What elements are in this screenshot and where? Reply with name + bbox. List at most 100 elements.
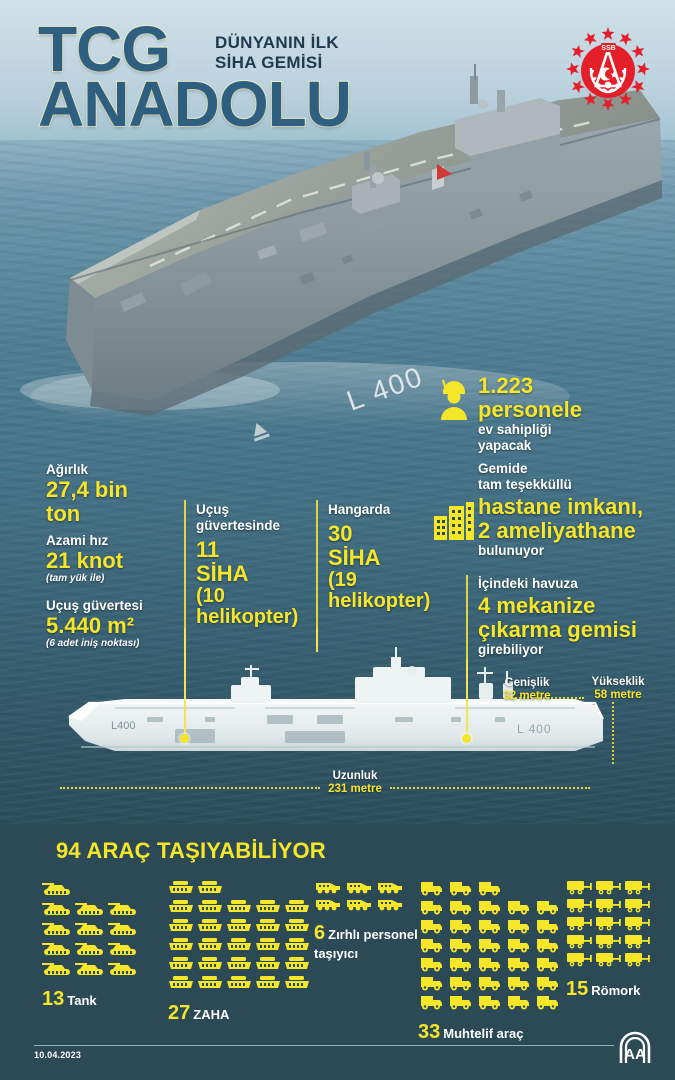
zaha-icon-row: [168, 899, 313, 915]
weight-value-1: 27,4 bin: [46, 477, 128, 503]
dimension-length: Uzunluk 231 metre: [300, 770, 410, 796]
trailer-icon: [595, 952, 621, 967]
divider-hangar-uav: [316, 500, 318, 628]
trailer-icon: [595, 934, 621, 949]
hospital-value-2: 2 ameliyathane: [478, 518, 636, 544]
ship-photo: L 400: [0, 60, 675, 450]
tank-icon: [75, 940, 105, 957]
hospital-label-1: Gemide: [478, 461, 528, 476]
vehicle-group-misc: 33 Muhtelif araç: [418, 880, 558, 1045]
truck-icon: [476, 880, 502, 896]
trailer-icon-row: [566, 934, 653, 949]
height-label: Yükseklik: [591, 676, 645, 688]
truck-icon: [505, 994, 531, 1010]
personnel-sub-1: ev sahipliği: [478, 421, 552, 437]
zaha-icon: [226, 956, 252, 972]
length-guide-right: [390, 787, 590, 789]
truck-icon-row: [418, 994, 563, 1010]
svg-text:AA: AA: [624, 1046, 646, 1063]
speed-label: Azami hız: [46, 533, 109, 548]
apc-icon: [345, 897, 373, 911]
zaha-icon: [255, 975, 281, 991]
ship-side-diagram: L400 L 400: [55, 647, 635, 785]
truck-icon-row: [418, 880, 563, 896]
subtitle: DÜNYANIN İLK SİHA GEMİSİ: [215, 33, 339, 73]
truck-icon: [505, 918, 531, 934]
truck-icon: [418, 994, 444, 1010]
zaha-icon: [168, 956, 194, 972]
zaha-icon: [197, 975, 223, 991]
stat-flight-deck: Uçuş güvertesi 5.440 m² (6 adet iniş nok…: [46, 598, 206, 649]
trailer-icon-grid: [566, 880, 653, 970]
truck-icon: [418, 880, 444, 896]
truck-icon: [534, 899, 560, 915]
truck-icon-row: [418, 956, 563, 972]
zaha-icon: [197, 918, 223, 934]
apc-icon: [314, 897, 342, 911]
hangaruav-label: Hangarda: [328, 502, 391, 517]
truck-icon: [447, 994, 473, 1010]
hangaruav-value-1: 30: [328, 521, 353, 547]
zaha-icon-row: [168, 937, 313, 953]
title-line-anadolu: ANADOLU: [37, 68, 353, 141]
length-label: Uzunluk: [332, 770, 378, 782]
zaha-icon-grid: [168, 880, 313, 994]
hospital-value-1: hastane imkanı,: [478, 494, 644, 520]
footer-date: 10.04.2023: [34, 1050, 82, 1060]
apc-icon: [376, 897, 404, 911]
trailer-icon: [566, 898, 592, 913]
zaha-icon: [168, 918, 194, 934]
callout-line-deck-uav: [184, 628, 186, 738]
trailer-icon-row: [566, 916, 653, 931]
tank-icon: [42, 940, 72, 957]
truck-icon: [447, 937, 473, 953]
deckuav-label-1: Uçuş: [196, 502, 230, 517]
truck-icon: [476, 899, 502, 915]
stat-hospital: Gemide tam teşekküllü hastane imkanı, 2 …: [478, 461, 673, 559]
truck-icon: [447, 899, 473, 915]
zaha-icon-row: [168, 880, 313, 896]
diagram-hull-right: L 400: [517, 722, 552, 736]
zaha-icon-row: [168, 918, 313, 934]
hangaruav-value-2: SİHA: [328, 544, 381, 570]
callout-line-landing-craft: [466, 659, 468, 738]
truck-icon: [534, 994, 560, 1010]
tank-icon-row: [42, 940, 141, 957]
length-value: 231 metre: [328, 783, 382, 796]
dimension-beam: Genişlik 32 metre: [482, 677, 572, 703]
zaha-icon: [226, 899, 252, 915]
apc-count: 6: [314, 922, 326, 944]
stat-landing-craft: İçindeki havuza 4 mekanize çıkarma gemis…: [478, 576, 668, 658]
page-title: TCG ANADOLU: [37, 16, 353, 141]
zaha-icon: [255, 956, 281, 972]
truck-icon: [476, 994, 502, 1010]
landingcraft-label: İçindeki havuza: [478, 576, 578, 591]
vehicle-group-zaha: 27 ZAHA: [168, 880, 309, 1026]
trailer-icon: [595, 916, 621, 931]
zaha-icon: [168, 880, 194, 896]
truck-icon: [476, 956, 502, 972]
truck-icon: [418, 956, 444, 972]
zaha-icon: [226, 975, 252, 991]
zaha-icon: [255, 899, 281, 915]
apc-icon-grid: [314, 880, 407, 914]
truck-icon: [534, 918, 560, 934]
svg-text:SSB: SSB: [601, 45, 615, 52]
truck-icon: [476, 918, 502, 934]
truck-icon: [476, 975, 502, 991]
truck-icon-grid: [418, 880, 563, 1013]
trailer-icon-row: [566, 880, 653, 895]
landingcraft-value-1: 4 mekanize: [478, 593, 596, 619]
truck-icon-row: [418, 918, 563, 934]
landingcraft-sub: girebiliyor: [478, 641, 544, 657]
flightdeck-label: Uçuş güvertesi: [46, 598, 143, 613]
vehicle-group-apc: 6 Zırhlı personel taşıyıcı: [314, 880, 422, 962]
tank-icon: [42, 900, 72, 917]
hospital-sub: bulunuyor: [478, 542, 544, 558]
zaha-caption: 27 ZAHA: [168, 1001, 308, 1026]
trailer-icon: [595, 898, 621, 913]
zaha-icon: [255, 918, 281, 934]
romork-label: Römork: [591, 983, 641, 998]
trailer-icon: [566, 880, 592, 895]
